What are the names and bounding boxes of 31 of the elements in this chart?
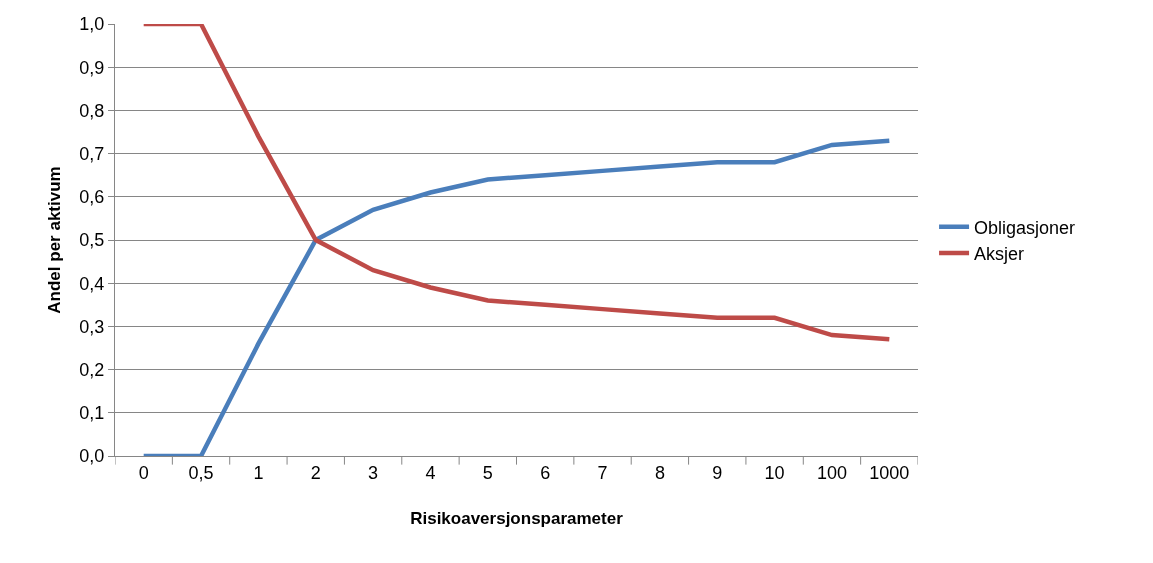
x-tick-label: 4 (425, 462, 436, 483)
y-tick-label: 0,6 (79, 187, 105, 208)
x-tick-label: 3 (368, 462, 379, 483)
x-tick-label: 0 (138, 462, 149, 483)
x-tick-label: 7 (597, 462, 608, 483)
x-tick-label: 8 (654, 462, 665, 483)
line-series (141, 138, 892, 456)
y-tick-label: 0,4 (79, 273, 105, 294)
x-tick-label: 2 (310, 462, 321, 483)
x-tick-label: 1 (253, 462, 264, 483)
x-tick-label: 0,5 (188, 462, 214, 483)
x-tick-label: 6 (540, 462, 551, 483)
y-tick-label: 0,9 (79, 57, 105, 78)
y-tick-label: 0,5 (79, 230, 105, 251)
y-tick-label: 0,2 (79, 359, 105, 380)
line-series (141, 24, 892, 342)
y-tick-label: 0,7 (79, 143, 105, 164)
x-tick-label: 100 (816, 462, 847, 483)
legend-label: Obligasjoner (974, 217, 1076, 238)
y-tick-label: 0,3 (79, 316, 105, 337)
x-tick-label: 5 (482, 462, 493, 483)
x-tick-label: 1000 (869, 462, 910, 483)
y-tick-label: 0,1 (79, 403, 105, 424)
y-tick-label: 1,0 (79, 14, 105, 35)
legend-label: Aksjer (974, 244, 1025, 265)
y-tick-label: 0,8 (79, 100, 105, 121)
x-axis-title: Risikoaversjonsparameter (410, 509, 624, 528)
y-axis-title: Andel per aktivum (44, 166, 64, 314)
x-tick-label: 9 (712, 462, 723, 483)
x-tick-label: 10 (764, 462, 785, 483)
y-tick-label: 0,0 (79, 446, 105, 467)
